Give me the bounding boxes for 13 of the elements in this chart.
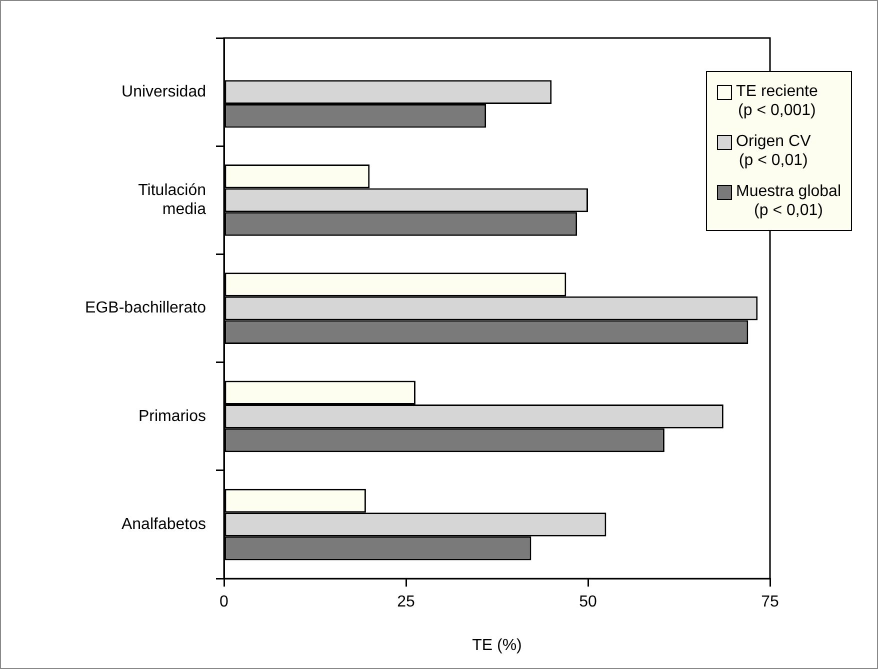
y-tick-label: Universidad xyxy=(122,83,206,100)
x-tick-label: 0 xyxy=(220,594,229,611)
x-tick-label: 25 xyxy=(397,594,415,611)
y-tick-label: Titulación media xyxy=(138,182,206,218)
legend-label: Muestra global (p < 0,01) xyxy=(736,182,841,220)
x-tick-label: 50 xyxy=(579,594,597,611)
x-tick-label: 75 xyxy=(761,594,779,611)
x-axis-title: TE (%) xyxy=(472,636,522,654)
y-tick-label: Primarios xyxy=(138,408,206,425)
text: TE reciente (p < 0,001) xyxy=(736,82,818,120)
legend-label: Origen CV (p < 0,01) xyxy=(736,132,811,170)
y-tick-label: Analfabetos xyxy=(121,516,206,533)
y-tick-label: EGB-bachillerato xyxy=(85,300,206,317)
